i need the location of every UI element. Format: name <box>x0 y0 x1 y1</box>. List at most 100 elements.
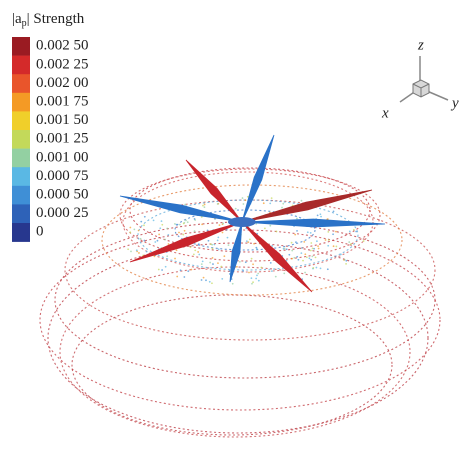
legend-title-left: |a <box>12 11 22 27</box>
wake-particle <box>139 237 142 240</box>
legend-swatch <box>12 148 30 168</box>
wake-particle <box>206 229 209 232</box>
wake-particle <box>296 255 299 258</box>
legend-swatch <box>12 185 30 205</box>
wake-particle <box>252 263 254 266</box>
wake-particle <box>174 257 176 260</box>
wake-particle <box>315 266 318 269</box>
wake-particle <box>352 228 355 231</box>
wake-particle <box>340 253 342 256</box>
wake-ring <box>54 221 436 379</box>
wake-particle <box>211 243 214 246</box>
wake-particle <box>194 249 197 252</box>
wake-particle <box>217 262 219 265</box>
legend-label: 0.002 50 <box>36 38 89 54</box>
wake-particle <box>156 239 159 242</box>
wake-particle <box>202 276 205 279</box>
wake-particle <box>242 270 245 272</box>
wake-particle <box>256 274 258 277</box>
wake-particle <box>143 215 146 218</box>
x-label: x <box>381 105 389 121</box>
wake-particle <box>255 277 258 280</box>
y-label: y <box>450 95 459 111</box>
wake-particle <box>193 218 196 220</box>
wake-particle <box>275 230 278 233</box>
wake-particle <box>190 268 193 271</box>
legend-swatch <box>12 92 30 112</box>
wake-particle <box>242 203 245 205</box>
particle-wake <box>39 167 441 438</box>
wake-particle <box>129 231 132 234</box>
legend-label: 0.001 75 <box>36 94 89 110</box>
wake-particle <box>250 257 253 260</box>
wake-particle <box>200 263 203 266</box>
wake-particle <box>251 282 253 285</box>
blade <box>241 189 373 223</box>
wake-particle <box>133 228 136 231</box>
wake-particle <box>304 271 306 274</box>
wake-particle <box>320 215 322 218</box>
wake-particle <box>255 223 258 225</box>
legend-swatch <box>12 130 30 149</box>
wake-particle <box>301 247 303 249</box>
wake-particle <box>179 223 181 226</box>
wake-particle <box>234 207 237 210</box>
wake-particle <box>317 245 319 248</box>
blade <box>129 221 243 263</box>
wake-particle <box>208 280 211 283</box>
wake-particle <box>335 245 338 248</box>
legend-swatch <box>12 74 30 94</box>
wake-particle <box>185 219 187 222</box>
legend-swatch <box>12 37 30 56</box>
wake-particle <box>327 244 330 247</box>
wake-particle <box>257 279 260 282</box>
wake-particle <box>300 199 303 202</box>
wake-particle <box>203 203 206 206</box>
wake-particle <box>288 253 291 256</box>
wake-particle <box>290 257 293 260</box>
legend-label: 0.000 50 <box>36 187 89 203</box>
wake-particle <box>304 253 307 256</box>
wake-particle <box>138 252 140 254</box>
wake-particle <box>294 233 297 236</box>
wake-particle <box>332 245 335 248</box>
wake-particle <box>207 239 210 242</box>
wake-particle <box>270 197 273 200</box>
legend-title-subscript: p <box>22 18 27 29</box>
wake-particle <box>216 203 219 205</box>
wake-particle <box>255 246 258 249</box>
wake-particle <box>140 220 143 223</box>
wake-particle <box>311 247 314 250</box>
wake-particle <box>324 239 327 241</box>
wake-particle <box>220 265 223 268</box>
wake-particle <box>327 239 330 241</box>
rotor-blades <box>119 134 386 293</box>
wake-particle <box>302 259 304 262</box>
axis-triad: z x y <box>381 37 459 121</box>
legend-swatch <box>12 167 30 187</box>
wake-particle <box>238 260 241 263</box>
wake-particle <box>182 222 185 225</box>
wake-particle <box>291 249 294 252</box>
wake-particle <box>355 230 358 233</box>
wake-particle <box>271 244 274 247</box>
wake-particle <box>189 246 192 249</box>
blade <box>119 195 243 223</box>
wake-particle <box>332 233 334 236</box>
wake-particle <box>248 271 250 274</box>
wake-particle <box>297 258 300 261</box>
wake-particle <box>200 279 203 281</box>
wake-particle <box>182 233 185 236</box>
wake-particle <box>245 240 248 243</box>
wake-particle <box>253 242 255 245</box>
wake-particle <box>186 221 189 224</box>
wake-particle <box>129 226 132 229</box>
wake-particle <box>217 248 220 251</box>
wake-particle <box>184 203 187 206</box>
wake-particle <box>248 238 251 241</box>
wake-particle <box>309 249 312 252</box>
wake-particle <box>256 248 258 250</box>
wake-particle <box>164 265 167 268</box>
wake-particle <box>312 267 315 269</box>
wake-particle <box>293 256 296 259</box>
